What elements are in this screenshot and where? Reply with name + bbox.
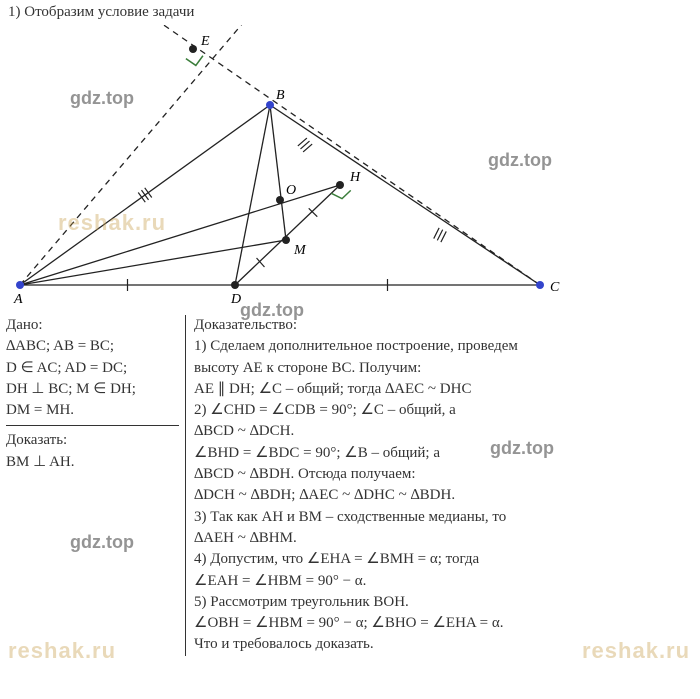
- proof-line: Что и требовалось доказать.: [194, 634, 694, 655]
- proof-line: ∠BHD = ∠BDC = 90°; ∠B – общий; а: [194, 443, 694, 464]
- proof-line: 1) Сделаем дополнительное построение, пр…: [194, 336, 694, 357]
- proof-line: ∆AEH ~ ∆BHM.: [194, 528, 694, 549]
- proof-column: Доказательство: 1) Сделаем дополнительно…: [186, 315, 694, 656]
- proof-line: ∠EAH = ∠HBM = 90° − α.: [194, 571, 694, 592]
- given-line: DH ⊥ BC; M ∈ DH;: [6, 379, 179, 400]
- proof-line: 3) Так как AH и BM – сходственные медиан…: [194, 507, 694, 528]
- header-title: 1) Отобразим условие задачи: [8, 4, 194, 20]
- given-line: ∆ABC; AB = BC;: [6, 336, 179, 357]
- proof-line: ∆BCD ~ ∆BDH. Отсюда получаем:: [194, 464, 694, 485]
- given-column: Дано: ∆ABC; AB = BC; D ∈ AC; AD = DC; DH…: [6, 315, 186, 656]
- svg-text:D: D: [230, 292, 241, 307]
- proof-line: ∠OBH = ∠HBM = 90° − α; ∠BHO = ∠EHA = α.: [194, 613, 694, 634]
- given-line: DM = MH.: [6, 400, 179, 421]
- proof-line: высоту AE к стороне BC. Получим:: [194, 358, 694, 379]
- svg-text:A: A: [13, 292, 23, 307]
- proof-line: AE ∥ DH; ∠C – общий; тогда ∆AEC ~ DHC: [194, 379, 694, 400]
- proof-title: Доказательство:: [194, 315, 694, 336]
- proof-line: 2) ∠CHD = ∠CDB = 90°; ∠C – общий, а: [194, 400, 694, 421]
- svg-text:H: H: [349, 170, 361, 185]
- proof-line: ∆BCD ~ ∆DCH.: [194, 421, 694, 442]
- prove-title: Доказать:: [6, 430, 179, 451]
- given-title: Дано:: [6, 315, 179, 336]
- diagram-svg: A B C D E H M O: [0, 25, 700, 315]
- proof-line: 4) Допустим, что ∠EHA = ∠BMH = α; тогда: [194, 549, 694, 570]
- proof-line: ∆DCH ~ ∆BDH; ∆AEC ~ ∆DHC ~ ∆BDH.: [194, 485, 694, 506]
- given-divider: [6, 425, 179, 426]
- svg-text:M: M: [293, 243, 307, 258]
- proof-line: 5) Рассмотрим треугольник BOH.: [194, 592, 694, 613]
- svg-text:O: O: [286, 183, 296, 198]
- given-line: D ∈ AC; AD = DC;: [6, 358, 179, 379]
- proof-area: Дано: ∆ABC; AB = BC; D ∈ AC; AD = DC; DH…: [0, 315, 700, 656]
- svg-text:B: B: [276, 88, 285, 103]
- svg-text:C: C: [550, 280, 560, 295]
- prove-line: BM ⊥ AH.: [6, 452, 179, 473]
- geometry-diagram: A B C D E H M O: [0, 25, 700, 315]
- svg-text:E: E: [200, 34, 210, 49]
- task-header: 1) Отобразим условие задачи: [0, 0, 700, 25]
